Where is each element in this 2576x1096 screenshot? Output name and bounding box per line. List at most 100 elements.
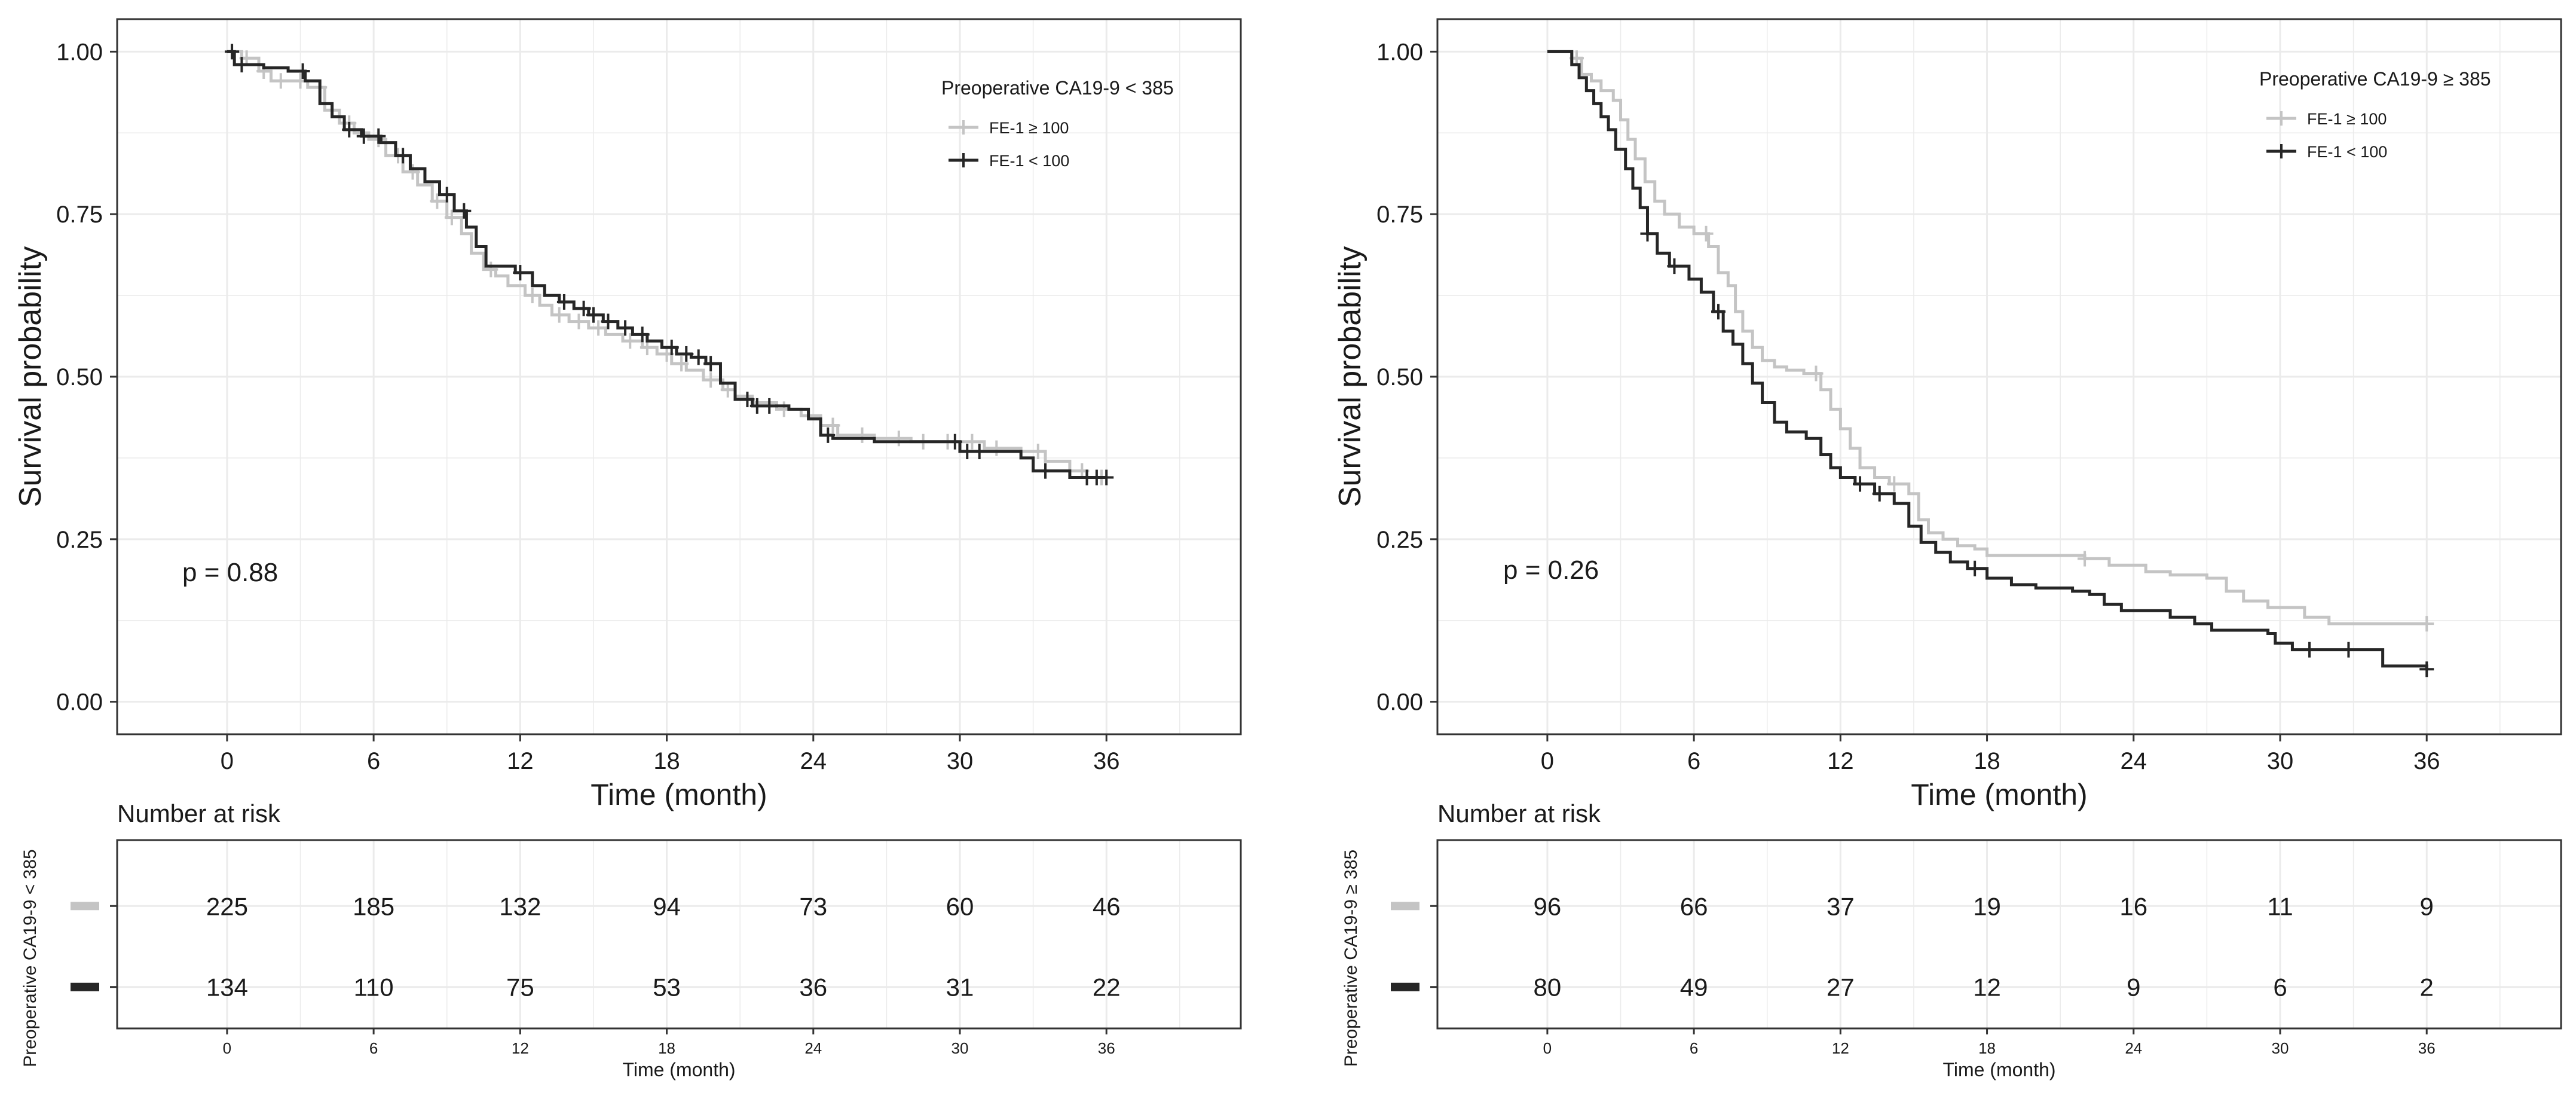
legend-label: FE-1 ≥ 100 — [2307, 110, 2387, 128]
risk-cell: 9 — [2127, 973, 2140, 1002]
x-tick-label: 0 — [221, 748, 234, 774]
x-tick-label: 12 — [507, 748, 534, 774]
censor-mark — [749, 398, 764, 414]
risk-cell: 134 — [206, 973, 248, 1002]
censor-mark — [618, 320, 633, 336]
risk-cell: 225 — [206, 892, 248, 920]
censor-mark — [552, 307, 567, 323]
censor-mark — [855, 427, 870, 443]
risk-row-color-key — [1391, 982, 1419, 991]
censor-mark — [342, 121, 357, 138]
risk-cell: 66 — [1680, 892, 1708, 920]
censor-mark — [762, 398, 777, 414]
censor-mark — [1640, 225, 1655, 242]
x-tick-label: 6 — [1687, 748, 1700, 774]
censor-mark — [1853, 476, 1868, 492]
censor-mark — [821, 427, 836, 443]
censor-mark — [1872, 486, 1887, 502]
x-axis-label: Time (month) — [591, 778, 767, 811]
x-tick-label: 0 — [1541, 748, 1554, 774]
risk-x-tick-label: 12 — [512, 1039, 529, 1057]
risk-x-tick-label: 12 — [1832, 1039, 1849, 1057]
risk-cell: 80 — [1534, 973, 1562, 1002]
censor-mark — [556, 294, 571, 310]
censor-mark — [1711, 304, 1726, 320]
censor-mark — [1667, 258, 1682, 274]
risk-strata-label: Preoperative CA19-9 ≥ 385 — [1341, 850, 1361, 1067]
legend-title: Preoperative CA19-9 < 385 — [941, 77, 1174, 99]
censor-mark — [513, 265, 528, 281]
risk-x-tick-label: 18 — [1978, 1039, 1996, 1057]
risk-cell: 60 — [946, 892, 974, 920]
censor-mark — [2078, 551, 2092, 567]
legend: Preoperative CA19-9 ≥ 385 FE-1 ≥ 100 FE-1 … — [2259, 68, 2491, 161]
risk-cell: 12 — [1973, 973, 2001, 1002]
x-axis-label: Time (month) — [1911, 778, 2087, 811]
censor-mark — [2419, 616, 2434, 632]
risk-cell: 22 — [1093, 973, 1121, 1002]
censor-mark — [740, 392, 755, 408]
risk-cell: 110 — [354, 973, 394, 1002]
risk-cell: 53 — [653, 973, 681, 1002]
risk-cell: 31 — [946, 973, 974, 1002]
km-curve-fe1-high — [227, 50, 1107, 480]
censor-mark — [273, 73, 288, 89]
risk-cell: 75 — [506, 973, 534, 1002]
x-tick-label: 36 — [1093, 748, 1120, 774]
km-curve-fe1-low — [1547, 50, 2428, 670]
risk-cell: 6 — [2273, 973, 2287, 1002]
x-tick-label: 30 — [947, 748, 974, 774]
risk-row-color-key — [71, 982, 99, 991]
km-panel-1: 0 6 12 18 24 30 36 0.00 0.25 0.50 0.75 1.00 Time (mo… — [13, 18, 1242, 1080]
censor-mark — [2419, 661, 2434, 677]
censor-mark — [525, 288, 540, 304]
censor-mark — [2341, 642, 2356, 658]
legend-label: FE-1 ≥ 100 — [989, 119, 1069, 137]
p-value-label: p = 0.88 — [182, 558, 278, 587]
risk-x-tick-label: 30 — [952, 1039, 969, 1057]
censor-mark — [601, 313, 616, 329]
y-tick-label: 1.00 — [56, 39, 103, 65]
x-tick-label: 18 — [653, 748, 680, 774]
risk-cell: 19 — [1973, 892, 2001, 920]
risk-table-background — [1437, 840, 2561, 1028]
y-tick-label: 0.00 — [56, 689, 103, 716]
censor-mark — [891, 431, 906, 447]
censor-mark — [1887, 476, 1902, 492]
censor-mark — [444, 209, 459, 225]
censor-mark — [825, 417, 840, 433]
legend-title: Preoperative CA19-9 ≥ 385 — [2259, 68, 2491, 90]
x-tick-label: 36 — [2413, 748, 2440, 774]
risk-cell: 49 — [1680, 973, 1708, 1002]
p-value-label: p = 0.26 — [1503, 555, 1599, 585]
risk-x-tick-label: 24 — [2125, 1039, 2142, 1057]
y-axis-label: Survival probability — [13, 246, 48, 507]
censor-mark — [430, 193, 445, 209]
y-tick-label: 0.25 — [56, 527, 103, 553]
censor-mark — [703, 372, 718, 388]
censor-mark — [623, 333, 638, 349]
risk-x-tick-label: 0 — [223, 1039, 231, 1057]
km-panel-2: 0 6 12 18 24 30 36 0.00 0.25 0.50 0.75 1.00 Time (mo… — [1333, 18, 2562, 1080]
censor-mark — [1968, 560, 1983, 576]
censor-mark — [571, 313, 586, 329]
censor-mark — [635, 326, 650, 343]
censor-mark — [225, 44, 240, 60]
legend-label: FE-1 < 100 — [989, 152, 1069, 170]
risk-cell: 37 — [1827, 892, 1855, 920]
grid — [1437, 19, 2561, 734]
risk-table-title: Number at risk — [1437, 799, 1601, 828]
censor-mark — [457, 203, 472, 219]
risk-cell: 11 — [2267, 892, 2293, 920]
censor-mark — [960, 444, 975, 460]
censor-mark — [295, 63, 310, 79]
risk-cell: 16 — [2119, 892, 2147, 920]
risk-x-tick-label: 24 — [804, 1039, 822, 1057]
risk-row-color-key — [71, 902, 99, 911]
risk-x-tick-label: 6 — [1690, 1039, 1698, 1057]
censor-mark — [576, 300, 591, 316]
km-curve-fe1-high — [1547, 50, 2427, 625]
x-tick-label: 24 — [2121, 748, 2147, 774]
